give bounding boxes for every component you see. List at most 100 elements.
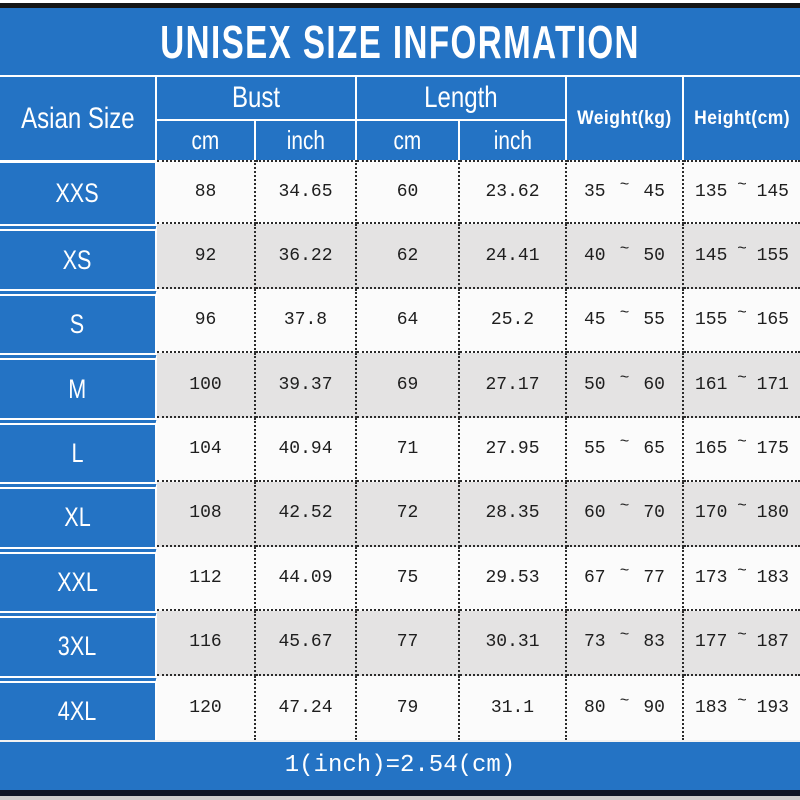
height-range-cell: 165 ~175 [684,417,800,483]
header-bust-inch: inch [256,121,357,160]
bust-inch-cell: 45.67 [256,611,357,676]
length-cm-cell: 62 [357,224,460,289]
height-range-cell: 161 ~171 [684,353,800,418]
weight-range-cell: 60 ~70 [567,482,684,547]
header-weight-kg: Weight(kg) [567,75,684,160]
bust-cm-cell: 108 [157,482,256,547]
bust-inch-cell: 37.8 [256,288,357,354]
weight-range-cell: 80 ~90 [567,675,684,740]
bust-cm-cell: 112 [157,546,256,612]
page-title: UNISEX SIZE INFORMATION [160,15,640,68]
length-inch-cell: 31.1 [460,675,567,740]
length-inch-cell: 29.53 [460,546,567,612]
bust-inch-cell: 36.22 [256,224,357,289]
size-label-xxs: XXS [0,160,157,225]
bust-inch-cell: 47.24 [256,675,357,740]
size-table: Asian Size Bust Length Weight(kg) Height… [0,75,800,740]
bust-inch-cell: 39.37 [256,353,357,418]
weight-range-cell: 55 ~65 [567,417,684,483]
header-length: Length [357,75,567,121]
bust-cm-cell: 92 [157,224,256,289]
tilde: ~ [619,239,630,258]
tilde: ~ [737,239,747,258]
height-range-cell: 173 ~183 [684,546,800,612]
tilde: ~ [737,304,747,323]
size-label-xl: XL [0,482,157,547]
size-label-m: M [0,353,157,418]
size-label-4xl: 4XL [0,675,157,740]
conversion-note: 1(inch)=2.54(cm) [284,752,516,780]
bust-cm-cell: 88 [157,160,256,225]
top-white-strip [0,0,800,3]
bottom-gray-strip [0,795,800,800]
tilde: ~ [737,626,747,645]
header-bust: Bust [157,75,357,121]
height-range-cell: 145 ~155 [684,224,800,289]
size-label-l: L [0,417,157,483]
length-inch-cell: 24.41 [460,224,567,289]
tilde: ~ [619,432,630,451]
size-label-3xl: 3XL [0,611,157,676]
height-range-cell: 135 ~145 [684,160,800,225]
tilde: ~ [619,368,630,387]
length-cm-cell: 64 [357,288,460,354]
weight-range-cell: 40 ~50 [567,224,684,289]
tilde: ~ [737,368,747,387]
tilde: ~ [619,691,630,710]
bust-inch-cell: 44.09 [256,546,357,612]
tilde: ~ [619,176,630,195]
bust-inch-cell: 42.52 [256,482,357,547]
bust-inch-cell: 40.94 [256,417,357,483]
height-range-cell: 155 ~165 [684,288,800,354]
length-inch-cell: 28.35 [460,482,567,547]
length-inch-cell: 27.17 [460,353,567,418]
header-asian-size: Asian Size [0,75,157,160]
tilde: ~ [737,561,747,580]
weight-range-cell: 73 ~83 [567,611,684,676]
tilde: ~ [619,304,630,323]
length-cm-cell: 60 [357,160,460,225]
length-cm-cell: 69 [357,353,460,418]
tilde: ~ [737,691,747,710]
header-bust-cm: cm [157,121,256,160]
header-length-cm: cm [357,121,460,160]
bust-cm-cell: 96 [157,288,256,354]
height-range-cell: 183 ~193 [684,675,800,740]
tilde: ~ [737,176,747,195]
weight-range-cell: 67 ~77 [567,546,684,612]
length-inch-cell: 27.95 [460,417,567,483]
bust-cm-cell: 120 [157,675,256,740]
size-label-s: S [0,288,157,354]
length-cm-cell: 79 [357,675,460,740]
bust-cm-cell: 116 [157,611,256,676]
bust-cm-cell: 104 [157,417,256,483]
bust-inch-cell: 34.65 [256,160,357,225]
top-black-bar [0,3,800,8]
height-range-cell: 177 ~187 [684,611,800,676]
length-cm-cell: 72 [357,482,460,547]
weight-range-cell: 35 ~45 [567,160,684,225]
size-label-xxl: XXL [0,546,157,612]
length-inch-cell: 30.31 [460,611,567,676]
length-inch-cell: 25.2 [460,288,567,354]
length-cm-cell: 77 [357,611,460,676]
bust-cm-cell: 100 [157,353,256,418]
tilde: ~ [737,432,747,451]
length-cm-cell: 71 [357,417,460,483]
header-length-inch: inch [460,121,567,160]
tilde: ~ [737,497,747,516]
tilde: ~ [619,561,630,580]
conversion-note-band: 1(inch)=2.54(cm) [0,739,800,790]
title-band: UNISEX SIZE INFORMATION [0,8,800,75]
tilde: ~ [619,626,630,645]
length-cm-cell: 75 [357,546,460,612]
length-inch-cell: 23.62 [460,160,567,225]
header-height-cm: Height(cm) [684,75,800,160]
height-range-cell: 170 ~180 [684,482,800,547]
size-label-xs: XS [0,224,157,289]
bottom-navy-bar [0,789,800,796]
weight-range-cell: 50 ~60 [567,353,684,418]
tilde: ~ [619,497,630,516]
weight-range-cell: 45 ~55 [567,288,684,354]
